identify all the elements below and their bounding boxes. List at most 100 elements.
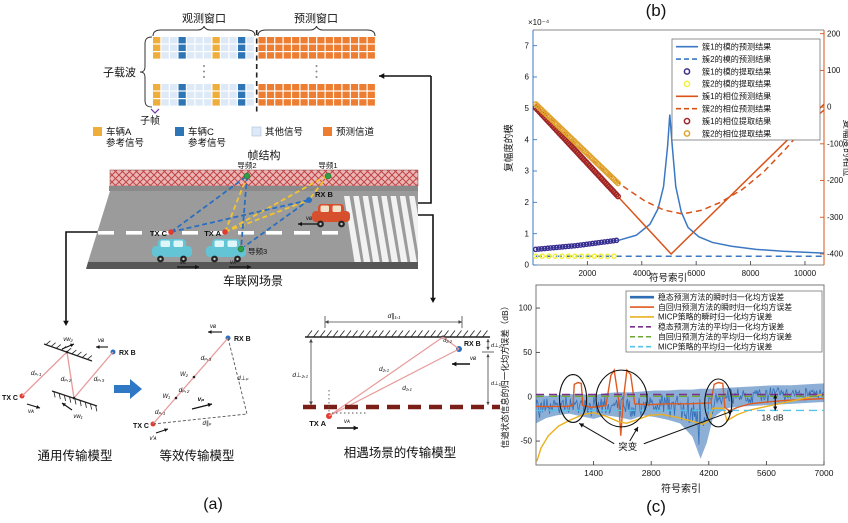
grid-cell	[325, 44, 333, 51]
grid-cell	[342, 84, 350, 91]
gm-d2-label: dₚ,₂	[61, 376, 72, 383]
grid-cell	[187, 44, 195, 51]
path-segment	[66, 351, 75, 399]
wall-base	[109, 186, 418, 191]
brace	[257, 25, 376, 37]
hatch-tick	[423, 330, 430, 338]
car	[312, 204, 350, 228]
hatch-tick	[475, 330, 482, 338]
grid-cell	[204, 37, 212, 44]
grid-cell	[246, 91, 254, 98]
hatch-tick	[456, 330, 462, 338]
chart-b-series-3-marker	[565, 253, 572, 260]
grid-cell	[170, 52, 178, 59]
car-window	[227, 240, 237, 247]
chart-b-series-2-marker	[574, 242, 581, 249]
grid-cell	[367, 52, 375, 59]
path-segment	[442, 336, 460, 350]
grid-cell	[292, 84, 300, 91]
grid-cell	[212, 99, 220, 106]
signal-yellow	[224, 174, 329, 233]
grid-cell	[317, 84, 325, 91]
connector	[417, 214, 434, 300]
chart-b-series-3-marker	[545, 253, 552, 260]
en-dpar11-label: d∥₁,₁	[388, 312, 401, 320]
en-dperp11-label: d⊥₁,₁	[491, 381, 504, 387]
grid-cell	[170, 37, 178, 44]
grid-cell	[229, 52, 237, 59]
pilot-dot	[237, 245, 245, 253]
grid-cell	[238, 84, 246, 91]
chart-b-series-3-marker	[585, 253, 591, 260]
y-tick-label-left: 2	[525, 198, 530, 207]
chart-b-series-2-marker	[544, 245, 551, 252]
grid-cell	[334, 52, 342, 59]
grid-cell	[153, 99, 161, 106]
va-label: vᴀ	[230, 260, 236, 266]
rxb-dot	[306, 197, 312, 203]
x-tick-label: 8000	[742, 269, 760, 278]
gm-va-label: vᴀ	[28, 409, 34, 415]
chart-b-series-2-marker	[535, 246, 542, 252]
car-wheel-hub	[319, 222, 322, 226]
rxb-label: RX B	[315, 190, 334, 199]
pilot3-label: 导频3	[248, 246, 267, 256]
legend-box	[625, 290, 823, 353]
gm-rx-label: RX B	[119, 350, 136, 357]
en-d22-label: d₂,₂	[443, 338, 453, 344]
legend-item-label: 簇2的相位提取结果	[702, 128, 771, 138]
grid-cell	[359, 52, 367, 59]
hatch-tick	[81, 353, 87, 358]
y-tick-label-right: -300	[827, 213, 844, 222]
reflection-point	[72, 396, 76, 400]
grid-cell	[275, 99, 283, 106]
legend-item-label: MICP策略的瞬时归一化均方误差	[658, 312, 773, 322]
legend-item-label: 簇2的模的提取结果	[702, 79, 771, 89]
hatch-tick	[443, 330, 449, 338]
subframe-tick	[150, 108, 160, 114]
car-wheel-hub	[236, 257, 239, 261]
em-d2-label: dₚ,₂	[179, 387, 190, 394]
panel-b-ylabel-right: 复幅度的相位	[841, 119, 848, 177]
grid-cell	[187, 84, 195, 91]
grid-cell	[204, 99, 212, 106]
mutation-arrow	[579, 423, 585, 428]
arrowhead	[379, 73, 385, 79]
x-tick-label: 1400	[584, 468, 603, 478]
grid-cell	[367, 99, 375, 106]
grid-cell	[292, 91, 300, 98]
projection-line	[227, 337, 248, 415]
grid-cell	[275, 37, 283, 44]
chart-b-series-2-marker	[583, 241, 590, 248]
arrowhead	[486, 354, 490, 358]
hatch-tick	[397, 330, 404, 338]
chart-b-series-3-marker	[572, 253, 578, 260]
grid-cell	[275, 52, 283, 59]
grid-cell	[153, 52, 161, 59]
grid-cell	[161, 84, 169, 91]
en-tx-label: TX A	[309, 419, 326, 428]
x-tick-label: 5600	[757, 468, 776, 478]
x-tick-label: 2000	[578, 269, 596, 278]
chart-b-series-2-marker	[556, 244, 563, 250]
hatch-tick	[332, 330, 339, 338]
grid-cell	[195, 44, 203, 51]
grid-cell	[300, 44, 308, 51]
grid-cell	[292, 99, 300, 106]
hatch-tick	[76, 351, 82, 356]
grid-cell	[161, 44, 169, 51]
grid-cell	[238, 91, 246, 98]
hatch-tick	[469, 330, 475, 338]
grid-cell	[350, 37, 359, 44]
grid-cell	[325, 84, 333, 91]
txa-label: TX A	[204, 229, 221, 238]
chart-b-series-2-marker	[547, 245, 554, 251]
panel-a-tag: (a)	[203, 496, 223, 513]
grid-cell	[178, 91, 186, 98]
grid-cell	[283, 84, 291, 91]
grid-cell	[161, 91, 169, 98]
grid-cell	[153, 84, 161, 91]
grid-cell	[178, 37, 186, 44]
chart-b-series-2-marker	[592, 240, 599, 246]
pilot-dot	[324, 172, 332, 180]
